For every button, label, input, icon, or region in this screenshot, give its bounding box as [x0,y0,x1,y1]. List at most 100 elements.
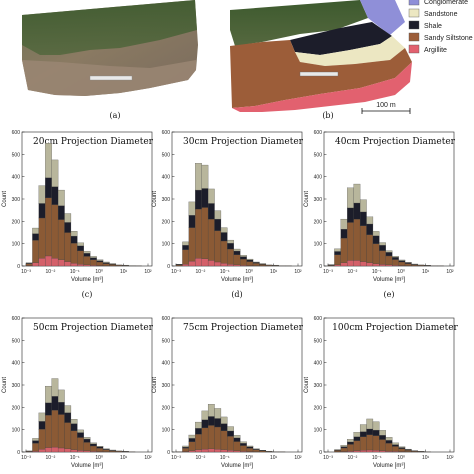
legend-label-sandstone: Sandstone [424,11,458,18]
bar-segment-argillite [201,258,209,267]
bar-segment-shale [340,229,348,239]
bar-segment-shale [77,432,84,438]
y-tick-label: 400 [314,175,323,181]
bar-segment-shale [404,262,412,264]
bar-segment-sandy-siltstone [334,254,341,266]
bar-segment-argillite [372,263,380,267]
x-tick-label: 10⁻³ [21,269,31,275]
bar-segment-sandy-siltstone [233,254,241,266]
bar-segment-sandy-siltstone [398,448,406,452]
bar-segment-sandy-siltstone [32,443,39,452]
bar-segment-shale [214,218,222,231]
legend-label-conglomerate: Conglomerate [424,0,468,6]
bar-segment-sandy-siltstone [214,426,222,450]
bar-segment-sandstone [340,445,348,447]
y-tick-label: 200 [162,405,171,411]
bar-segment-sandstone [366,418,374,430]
bar-segment-shale [340,446,348,449]
legend-label-shale: Shale [424,23,442,30]
bar-segment-shale [195,189,202,210]
bar-segment-shale [64,222,72,233]
y-axis-label: Count [2,191,8,207]
bar-segment-sandy-siltstone [45,415,52,448]
x-tick-label: 10⁻³ [171,269,181,275]
y-tick-label: 400 [314,361,323,367]
bar-segment-sandy-siltstone [201,207,209,259]
histogram-chart-4: 50cm Projection Diameter 0 100 200 300 400 500… [2,316,154,469]
bar-segment-sandy-siltstone [220,430,228,450]
bar-segment-sandstone [77,242,84,247]
x-axis-label: Volume [m³] [373,277,405,283]
bar-segment-argillite [38,258,46,267]
bar-segment-sandy-siltstone [77,437,84,451]
y-tick-label: 600 [12,316,21,322]
bar-segment-sandstone [240,441,247,444]
bar-segment-shale [64,412,72,423]
bar-segment-sandy-siltstone [57,219,65,260]
shale-band [290,22,392,55]
y-tick-label: 200 [12,219,21,225]
scale-label: 100 m [376,102,396,109]
bar-segment-shale [51,396,59,411]
y-tick-label: 600 [12,130,21,136]
bar-segment-sandstone [64,213,72,223]
bar-segment-shale [246,446,254,449]
chart-title: 50cm Projection Diameter [33,323,154,333]
bar-segment-shale [392,257,399,260]
bar-segment-sandy-siltstone [379,250,386,265]
bar-segment-sandy-siltstone [347,444,354,452]
x-tick-label: 10¹ [270,269,278,275]
y-tick-label: 500 [162,152,171,158]
x-tick-label: 10⁻² [347,269,357,275]
bar-segment-sandy-siltstone [64,232,72,262]
bar-segment-argillite [220,449,228,453]
bar-segment-sandstone [70,419,78,424]
y-tick-label: 300 [12,383,21,389]
bar-segment-sandy-siltstone [38,429,46,450]
bar-segment-shale [252,262,260,264]
bar-segment-argillite [347,260,354,267]
y-tick-label: 600 [162,130,171,136]
bar-segment-shale [57,402,65,415]
bar-segment-argillite [51,258,59,267]
y-tick-label: 200 [12,405,21,411]
y-tick-label: 400 [12,361,21,367]
bar-segment-shale [83,253,91,257]
bar-segment-sandy-siltstone [398,261,406,266]
x-tick-label: 10⁰ [397,269,405,275]
bar-segment-sandy-siltstone [246,261,254,266]
bar-segment-shale [227,243,234,250]
x-tick-label: 10⁰ [245,455,253,461]
histogram-chart-5: 75cm Projection Diameter 0 100 200 300 400 500… [152,316,304,469]
plot-frame [171,317,303,453]
bar-segment-shale [240,443,247,446]
bar-segment-sandstone [182,241,189,246]
y-tick-label: 400 [162,175,171,181]
bar-segment-sandy-siltstone [96,261,104,266]
bar-segment-argillite [366,262,374,267]
bar-segment-shale [195,428,202,435]
bar-segment-shale [201,419,209,429]
bar-segment-sandy-siltstone [385,255,393,266]
bar-segment-argillite [207,448,215,453]
bar-segment-argillite [233,450,241,453]
histogram-chart-3: 40cm Projection Diameter 0 100 200 300 400 500… [304,130,456,299]
bar-segment-shale [96,260,104,263]
x-tick-label: 10⁻² [347,455,357,461]
x-tick-label: 10⁻³ [323,269,333,275]
bar-segment-sandy-siltstone [45,197,52,257]
bar-segment-sandy-siltstone [240,445,247,452]
bar-segment-argillite [32,262,39,267]
bar-segment-sandy-siltstone [51,410,59,448]
bar-segment-shale [201,188,209,208]
bar-segment-shale [353,202,361,220]
chart-title: 75cm Projection Diameter [183,323,304,333]
bar-segment-argillite [64,261,72,267]
bar-segment-shale [90,443,97,447]
bar-segment-shale [70,423,78,431]
bar-segment-shale [214,418,222,428]
bar-segment-sandy-siltstone [102,449,110,452]
bar-segment-sandy-siltstone [175,264,183,266]
bar-segment-sandstone [334,248,341,252]
tunnel-in-model [299,71,339,77]
